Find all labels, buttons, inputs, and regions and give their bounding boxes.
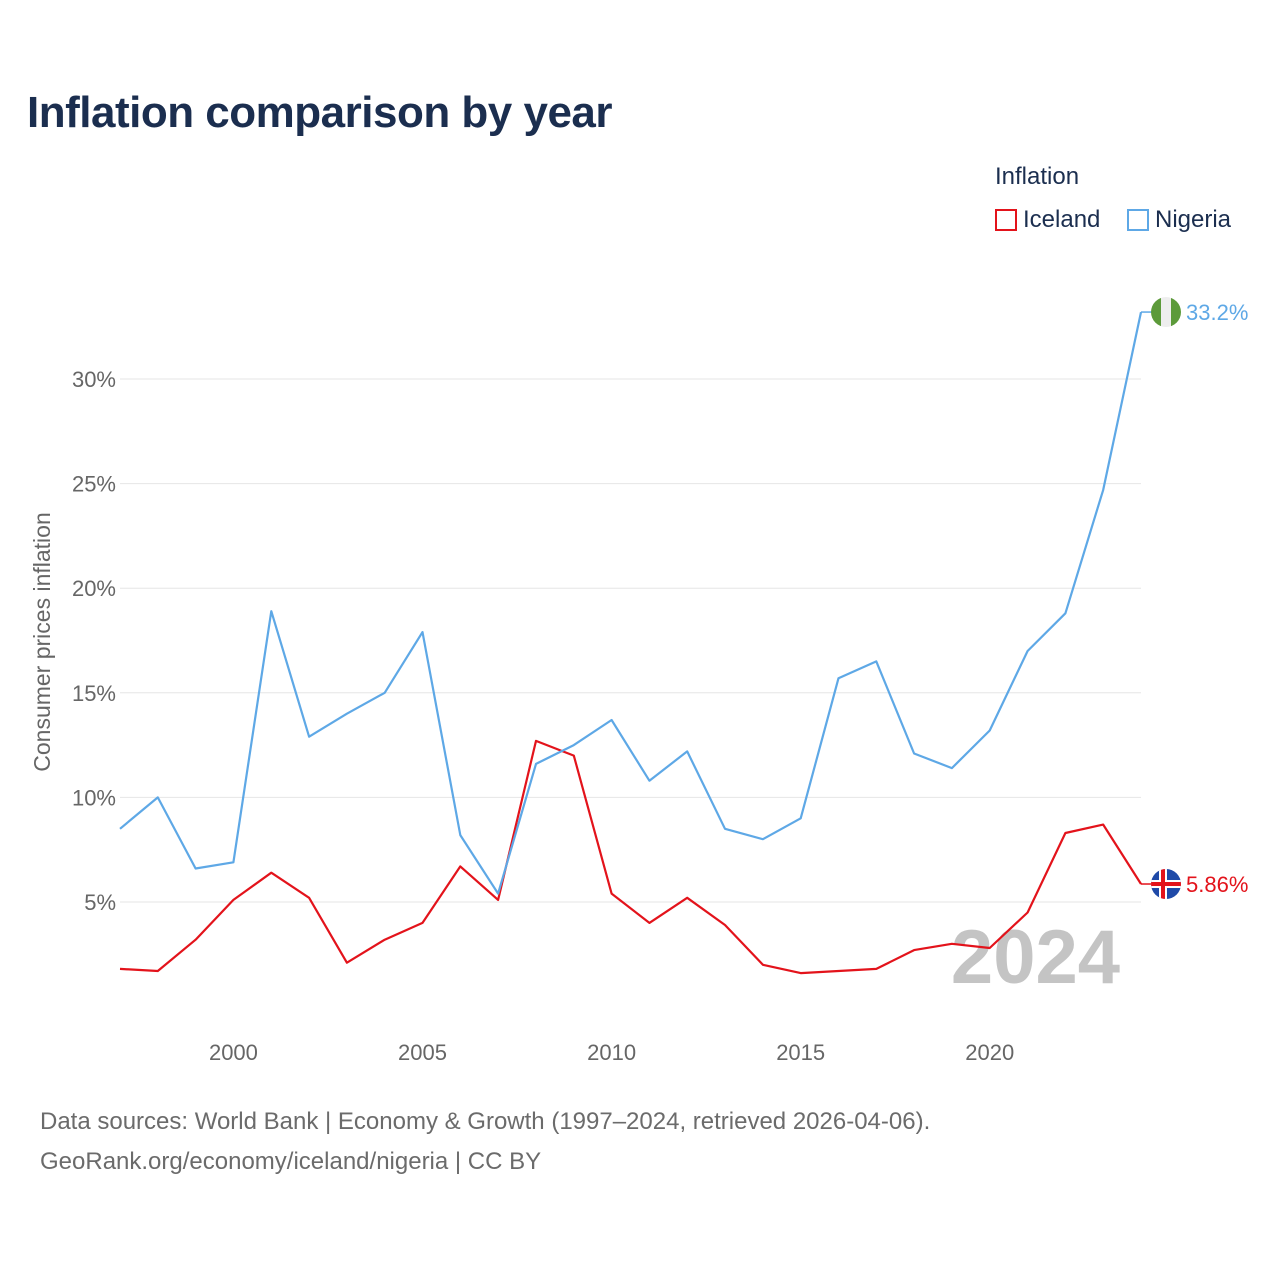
legend-item-nigeria[interactable]: Nigeria	[1127, 205, 1231, 235]
x-tick-label: 2000	[209, 1040, 258, 1065]
page-title: Inflation comparison by year	[27, 88, 613, 137]
year-watermark: 2024	[951, 915, 1120, 1000]
legend-swatch-iceland	[995, 209, 1017, 231]
source-link[interactable]: GeoRank.org/economy/iceland/nigeria | CC…	[40, 1148, 542, 1175]
x-tick-label: 2010	[587, 1040, 636, 1065]
end-value-label-iceland: 5.86%	[1186, 872, 1248, 897]
legend-label-nigeria: Nigeria	[1155, 206, 1232, 233]
source-line: Data sources: World Bank | Economy & Gro…	[40, 1108, 931, 1135]
legend-title: Inflation	[995, 163, 1080, 190]
end-value-label-nigeria: 33.2%	[1186, 300, 1248, 325]
line-chart: 5% 10% 15% 20% 25% 30% 2000 2005 2010 2015 2020 Con…	[29, 297, 1248, 1065]
y-tick-label: 30%	[72, 367, 116, 392]
y-tick-label: 20%	[72, 576, 116, 601]
series-line-nigeria	[119, 311, 1143, 895]
legend-label-iceland: Iceland	[1023, 206, 1101, 233]
series-line-iceland	[119, 739, 1142, 975]
x-tick-label: 2020	[965, 1040, 1014, 1065]
iceland-flag-icon	[1151, 869, 1181, 900]
y-tick-label: 5%	[84, 890, 116, 915]
nigeria-flag-icon	[1151, 297, 1181, 328]
legend-item-iceland[interactable]: Iceland	[995, 205, 1100, 235]
y-axis-label: Consumer prices inflation	[29, 512, 55, 772]
x-tick-label: 2015	[776, 1040, 825, 1065]
y-tick-label: 15%	[72, 681, 116, 706]
y-tick-label: 25%	[72, 472, 116, 497]
y-tick-label: 10%	[72, 785, 116, 810]
x-tick-label: 2005	[398, 1040, 447, 1065]
legend-swatch-nigeria	[1127, 209, 1149, 231]
